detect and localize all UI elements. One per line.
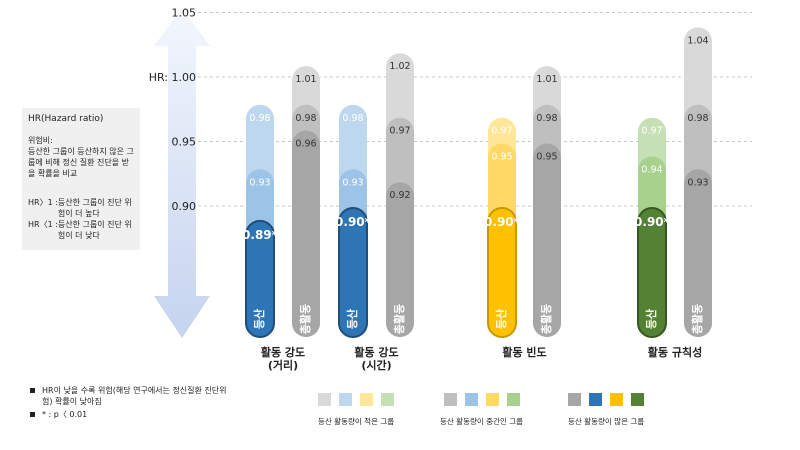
bar-name-label: 등산 bbox=[494, 309, 508, 329]
legend-swatch bbox=[485, 393, 499, 406]
bar-value-label: 0.98 bbox=[536, 113, 557, 124]
note-item: HR이 낮을 수록 위험(해당 연구에서는 정신질환 진단위험) 확률이 낮아짐 bbox=[30, 385, 232, 407]
double-arrow-icon bbox=[154, 8, 210, 338]
y-tick-label: 1.05 bbox=[172, 7, 197, 20]
bar-value-label: 1.01 bbox=[536, 74, 557, 85]
y-tick-label: 0.95 bbox=[172, 136, 197, 149]
bar-name-label: 등산 bbox=[345, 309, 359, 329]
bar-value-label: 0.95 bbox=[536, 152, 557, 163]
group-label: (거리) bbox=[268, 358, 298, 372]
bar-value-label: 1.04 bbox=[687, 35, 708, 46]
y-tick-label: HR: 1.00 bbox=[149, 71, 196, 84]
info-def-text: 등산한 그룹이 등산하지 않은 그룹에 비해 정신 질환 진단을 받을 확률을 … bbox=[28, 147, 134, 178]
group-label: 활동 빈도 bbox=[502, 345, 546, 359]
bar-value-label: 0.95 bbox=[491, 152, 512, 163]
bar-name-label: 총활동 bbox=[690, 304, 704, 334]
legend-swatch bbox=[589, 393, 603, 406]
hiking-bar bbox=[487, 207, 517, 338]
bar-value-label: 0.98 bbox=[687, 113, 708, 124]
info-def-label: 위험비: bbox=[28, 136, 53, 145]
legend-swatch bbox=[443, 393, 457, 406]
bar-value-label: 0.90* bbox=[484, 215, 521, 229]
legend-swatch bbox=[339, 393, 353, 406]
legend-swatch bbox=[381, 393, 395, 406]
group-label: 활동 강도 bbox=[354, 345, 398, 359]
bar-value-label: 0.97 bbox=[641, 126, 662, 137]
bar-value-label: 0.93 bbox=[249, 177, 270, 188]
legend-label: 등산 활동량이 중간인 그룹 bbox=[440, 417, 524, 426]
y-tick-label: 0.90 bbox=[172, 200, 197, 213]
legend-item: 등산 활동량이 많은 그룹 bbox=[568, 393, 644, 427]
bar-value-label: 0.96 bbox=[295, 139, 316, 150]
info-gt-key: HR〉1 : bbox=[28, 198, 58, 207]
legend-swatch bbox=[360, 393, 374, 406]
info-lt-text: 등산한 그룹이 진단 위험이 더 낮다 bbox=[57, 220, 132, 240]
bar-name-label: 총활동 bbox=[539, 304, 553, 334]
hiking-bar bbox=[245, 219, 275, 338]
note-item: * : p〈 0.01 bbox=[30, 409, 232, 420]
total-activity-bar bbox=[684, 169, 712, 337]
info-gt-text: 등산한 그룹이 진단 위험이 더 높다 bbox=[57, 198, 132, 218]
total-activity-bar bbox=[533, 143, 561, 337]
hiking-bar bbox=[637, 207, 667, 338]
legend-swatch bbox=[610, 393, 624, 406]
info-title: HR(Hazard ratio) bbox=[28, 114, 104, 124]
legend-label: 등산 활동량이 적은 그룹 bbox=[318, 417, 395, 426]
bar-name-label: 총활동 bbox=[392, 304, 406, 334]
group-label: 활동 규칙성 bbox=[648, 345, 702, 359]
legend-swatch bbox=[506, 393, 520, 406]
hr-info-box: HR(Hazard ratio) 위험비: 등산한 그룹이 등산하지 않은 그룹… bbox=[22, 108, 140, 250]
legend-item: 등산 활동량이 중간인 그룹 bbox=[440, 393, 523, 427]
legend-swatch bbox=[631, 393, 645, 406]
total-activity-bar bbox=[292, 130, 320, 337]
bar-value-label: 0.90* bbox=[335, 215, 372, 229]
group-label: 활동 강도 bbox=[261, 345, 305, 359]
bar-name-label: 등산 bbox=[252, 309, 266, 329]
legend-swatch bbox=[318, 393, 332, 406]
legend-swatch bbox=[568, 393, 582, 406]
bar-value-label: 0.90* bbox=[634, 215, 671, 229]
bar-value-label: 0.97 bbox=[491, 126, 512, 137]
bar-value-label: 0.94 bbox=[641, 164, 662, 175]
bar-value-label: 0.97 bbox=[389, 126, 410, 137]
legend-swatch bbox=[464, 393, 478, 406]
bar-value-label: 0.93 bbox=[342, 177, 363, 188]
bar-value-label: 0.92 bbox=[389, 190, 410, 201]
bar-value-label: 1.01 bbox=[295, 74, 316, 85]
bar-value-label: 0.98 bbox=[249, 113, 270, 124]
hiking-bar bbox=[338, 207, 368, 338]
legend-label: 등산 활동량이 많은 그룹 bbox=[568, 417, 645, 426]
total-activity-bar bbox=[386, 182, 414, 337]
legend-item: 등산 활동량이 적은 그룹 bbox=[318, 393, 394, 427]
notes: HR이 낮을 수록 위험(해당 연구에서는 정신질환 진단위험) 확률이 낮아짐… bbox=[30, 385, 232, 422]
bar-value-label: 0.98 bbox=[342, 113, 363, 124]
bar-value-label: 1.02 bbox=[389, 61, 410, 72]
bar-value-label: 0.98 bbox=[295, 113, 316, 124]
bar-value-label: 0.93 bbox=[687, 177, 708, 188]
bar-name-label: 총활동 bbox=[298, 304, 312, 334]
info-lt-key: HR〈1 : bbox=[28, 220, 58, 229]
bar-value-label: 0.89* bbox=[242, 228, 279, 242]
bar-name-label: 등산 bbox=[644, 309, 658, 329]
group-label: (시간) bbox=[361, 358, 391, 372]
